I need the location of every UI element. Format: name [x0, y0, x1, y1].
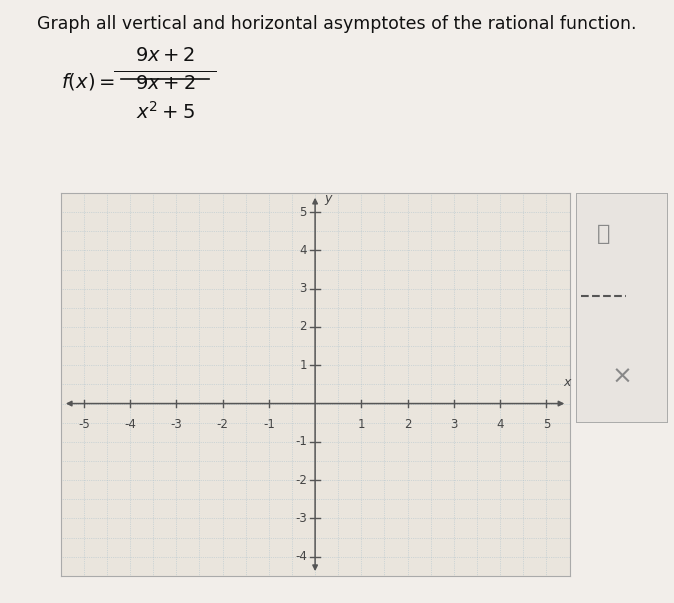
Text: 4: 4 — [299, 244, 307, 257]
Text: ×: × — [611, 364, 632, 388]
Text: 2: 2 — [404, 418, 411, 431]
Text: 1: 1 — [358, 418, 365, 431]
Text: -5: -5 — [78, 418, 90, 431]
Text: -2: -2 — [216, 418, 228, 431]
Text: 2: 2 — [299, 320, 307, 333]
Text: 3: 3 — [299, 282, 307, 295]
Text: 3: 3 — [450, 418, 458, 431]
Text: Graph all vertical and horizontal asymptotes of the rational function.: Graph all vertical and horizontal asympt… — [37, 15, 637, 33]
Text: 5: 5 — [543, 418, 550, 431]
Text: 4: 4 — [496, 418, 504, 431]
Text: -2: -2 — [295, 473, 307, 487]
Text: $x^2+5$: $x^2+5$ — [135, 101, 195, 122]
Text: 1: 1 — [299, 359, 307, 372]
Text: -1: -1 — [295, 435, 307, 449]
Text: -1: -1 — [263, 418, 275, 431]
Text: x: x — [563, 376, 571, 389]
Text: ⬜: ⬜ — [597, 224, 610, 244]
Text: $f(x) =$: $f(x) =$ — [61, 71, 115, 92]
Text: -4: -4 — [295, 550, 307, 563]
Text: y: y — [324, 192, 332, 205]
Text: -4: -4 — [124, 418, 136, 431]
Text: $9x+2$: $9x+2$ — [135, 45, 195, 65]
Text: -3: -3 — [171, 418, 182, 431]
Text: -3: -3 — [295, 512, 307, 525]
Text: 5: 5 — [299, 206, 307, 219]
Text: $\overline{\quad\,9x+2\quad}$: $\overline{\quad\,9x+2\quad}$ — [113, 69, 217, 93]
